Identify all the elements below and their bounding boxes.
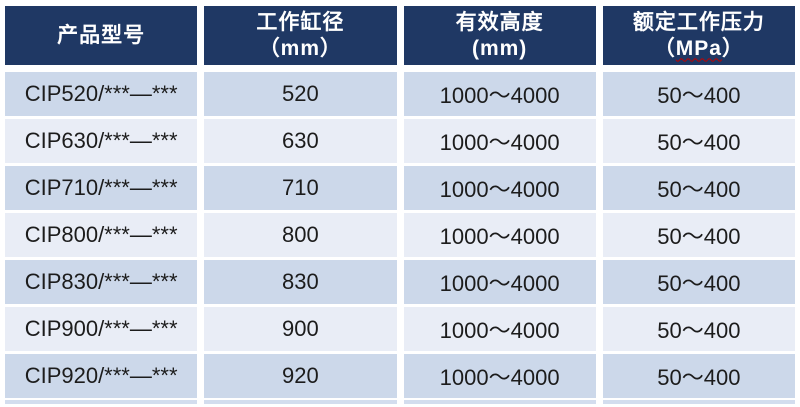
cell-pressure-row5: 50～400 [602,260,795,304]
next-row-cutoff-sliver [5,400,795,404]
cell-pressure-row7: 50～400 [602,354,795,398]
paren-open: （ [653,36,676,60]
cell-height-row7: 1000～4000 [403,354,596,398]
cell-pressure-row2: 50～400 [602,119,795,163]
cell-height-row2: 1000～4000 [403,119,596,163]
cell-height-row3: 1000～4000 [403,166,596,210]
header-effective-height: 有效高度 (mm) [403,6,596,65]
spec-table-body: CIP520/***—*** 520 1000～4000 50～400 CIP6… [5,72,795,398]
header-working-bore: 工作缸径 （mm） [204,6,397,65]
cell-height-row6: 1000～4000 [403,307,596,351]
cell-height-row5: 1000～4000 [403,260,596,304]
header-working-bore-unit: （mm） [258,36,343,60]
cell-model-row3: CIP710/***—*** [5,166,198,210]
header-rated-pressure: 额定工作压力 （MPa） [602,6,795,65]
cell-bore-row2: 630 [204,119,397,163]
header-product-model-title: 产品型号 [57,23,146,47]
cell-pressure-row1: 50～400 [602,72,795,116]
sliver-cell [204,400,397,404]
cell-height-row4: 1000～4000 [403,213,596,257]
cell-height-row1: 1000～4000 [403,72,596,116]
cell-pressure-row3: 50～400 [602,166,795,210]
header-working-bore-title: 工作缸径 [256,10,345,34]
cell-pressure-row4: 50～400 [602,213,795,257]
cell-pressure-row6: 50～400 [602,307,795,351]
cell-model-row2: CIP630/***—*** [5,119,198,163]
sliver-cell [602,400,795,404]
sliver-cell [5,400,198,404]
spec-table: 产品型号 工作缸径 （mm） 有效高度 (mm) 额定工作压力 （MPa） CI… [5,6,795,404]
spec-table-header: 产品型号 工作缸径 （mm） 有效高度 (mm) 额定工作压力 （MPa） [5,6,795,65]
header-rated-pressure-title: 额定工作压力 [632,10,765,34]
cell-bore-row4: 800 [204,213,397,257]
header-rated-pressure-unit: （MPa） [654,36,744,62]
paren-close: ） [721,36,744,60]
header-effective-height-unit: (mm) [471,36,528,60]
cell-bore-row1: 520 [204,72,397,116]
cell-bore-row3: 710 [204,166,397,210]
cell-model-row5: CIP830/***—*** [5,260,198,304]
sliver-cell [403,400,596,404]
cell-bore-row5: 830 [204,260,397,304]
cell-model-row1: CIP520/***—*** [5,72,198,116]
unit-mpa-misspelled: MPa [675,36,722,60]
cell-model-row6: CIP900/***—*** [5,307,198,351]
header-effective-height-title: 有效高度 [455,10,544,34]
cell-model-row4: CIP800/***—*** [5,213,198,257]
header-product-model: 产品型号 [5,6,198,65]
cell-bore-row6: 900 [204,307,397,351]
cell-model-row7: CIP920/***—*** [5,354,198,398]
cell-bore-row7: 920 [204,354,397,398]
